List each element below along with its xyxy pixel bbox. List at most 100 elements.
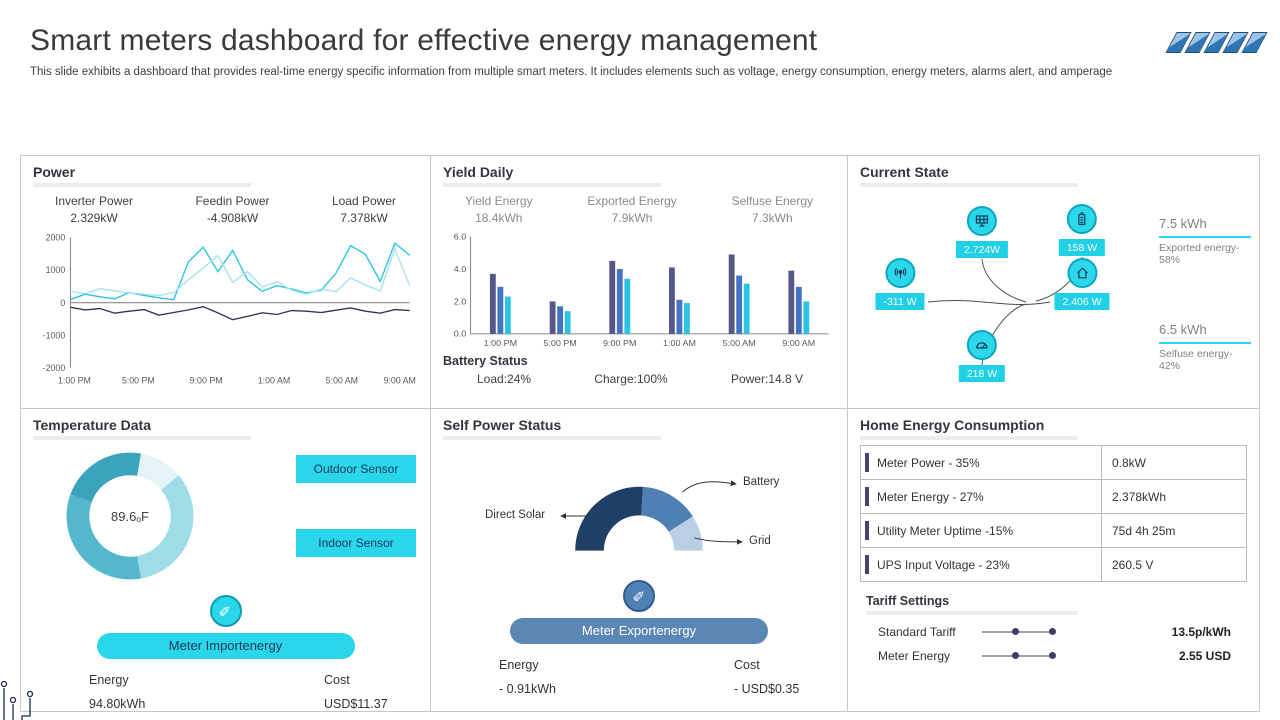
slider-value: 13.5p/kWh	[1171, 625, 1231, 639]
row-value: 75d 4h 25m	[1101, 513, 1247, 548]
cost-stat: Cost USD$11.37	[324, 673, 424, 711]
svg-text:5:00 PM: 5:00 PM	[543, 339, 576, 348]
cyan-underline	[1159, 236, 1251, 238]
svg-text:0: 0	[60, 298, 65, 308]
cyan-underline	[1159, 342, 1251, 344]
metric-label: Load Power	[331, 194, 396, 208]
metric-feedin-power: Feedin Power -4.908kW	[195, 194, 269, 225]
title-underline	[860, 183, 1078, 187]
label-grid: Grid	[749, 535, 771, 547]
temperature-gauge[interactable]: 89.6 o F	[59, 445, 201, 587]
consumption-table: Meter Power - 35% 0.8kW Meter Energy - 2…	[860, 445, 1247, 582]
row-label: Utility Meter Uptime -15%	[860, 513, 1102, 548]
metric-value: 6.5 kWh	[1159, 322, 1207, 337]
circuit-decoration	[0, 680, 34, 720]
row-label: Meter Power - 35%	[860, 445, 1102, 480]
svg-text:5:00 AM: 5:00 AM	[723, 339, 756, 348]
svg-text:1:00 PM: 1:00 PM	[484, 339, 517, 348]
current-state-body: 2.724W 158 W -311 W	[860, 192, 1251, 397]
gauge-unit: F	[141, 508, 149, 524]
panel-power-title: Power	[33, 164, 76, 180]
panel-self-power: Self Power Status Direct Solar Battery G…	[431, 409, 848, 711]
svg-text:-1000: -1000	[43, 331, 66, 341]
battery-power: Power:14.8 V	[730, 372, 803, 386]
metric-label: Selfuse energy-42%	[1159, 348, 1233, 372]
battery-icon	[1066, 204, 1097, 234]
energy-stat: Energy - 0.91kWh	[499, 658, 734, 696]
title-underline	[443, 436, 661, 440]
self-power-donut	[575, 486, 703, 552]
node-value: 2.724W	[955, 241, 1009, 258]
svg-text:0.0: 0.0	[454, 329, 467, 338]
power-metrics: Inverter Power 2.329kW Feedin Power -4.9…	[33, 192, 418, 229]
yield-bar-chart[interactable]: 0.0 2.0 4.0 6.0 1:00 PM 5:00 PM 9:00 PM 1:00 AM…	[443, 229, 835, 351]
dashboard-grid: Power Inverter Power 2.329kW Feedin Powe…	[20, 155, 1260, 712]
meter-exportenergy-button[interactable]: Meter Exportenergy	[510, 618, 768, 644]
callout-arrows	[560, 480, 743, 545]
svg-text:9:00 AM: 9:00 AM	[782, 339, 815, 348]
panel-consumption-title: Home Energy Consumption	[860, 417, 1045, 433]
edit-meter-button[interactable]: ✎	[209, 595, 242, 627]
metric-inverter-power: Inverter Power 2.329kW	[55, 194, 133, 225]
metric-label: Feedin Power	[195, 194, 270, 208]
svg-text:9:00 PM: 9:00 PM	[603, 339, 636, 348]
current-state-diagram[interactable]: 2.724W 158 W -311 W	[860, 192, 1155, 397]
panel-consumption: Home Energy Consumption Meter Power - 35…	[848, 409, 1259, 711]
metric-load-power: Load Power 7.378kW	[332, 194, 396, 225]
tariff-settings-title: Tariff Settings	[866, 594, 950, 608]
metric-value: 2.329kW	[70, 211, 118, 225]
svg-text:1:00 AM: 1:00 AM	[258, 376, 290, 386]
edit-meter-button[interactable]: ✎	[623, 580, 655, 612]
node-value: 158 W	[1058, 239, 1106, 256]
node-value: 218 W	[958, 365, 1006, 382]
slider-value: 2.55 USD	[1178, 649, 1231, 663]
title-underline	[860, 436, 1078, 440]
node-grid: -311 W	[875, 258, 925, 310]
svg-text:-2000: -2000	[43, 363, 66, 373]
power-line-chart[interactable]: 2000 1000 0 -1000 -2000 1:00 PM 5:00 PM 9:00 PM…	[33, 229, 418, 391]
outdoor-sensor-button[interactable]: Outdoor Sensor	[296, 455, 416, 483]
standard-tariff-slider-row: Standard Tariff 13.5p/kWh	[860, 625, 1247, 639]
battery-charge: Charge:100%	[594, 372, 668, 386]
current-state-side-metrics: 7.5 kWh Exported energy-58% 6.5 kWh Self…	[1155, 192, 1251, 397]
self-power-chart[interactable]: Direct Solar Battery Grid	[443, 446, 835, 576]
metric-value: 7.5 kWh	[1159, 216, 1207, 231]
node-battery: 158 W	[1058, 204, 1106, 256]
svg-text:2000: 2000	[46, 232, 66, 242]
indoor-sensor-button[interactable]: Indoor Sensor	[296, 529, 416, 557]
page-subtitle: This slide exhibits a dashboard that pro…	[30, 66, 1113, 78]
svg-text:5:00 AM: 5:00 AM	[326, 376, 358, 386]
self-power-stats: Energy - 0.91kWh Cost - USD$0.35	[443, 658, 835, 696]
node-solar: 2.724W	[955, 206, 1009, 258]
svg-text:5:00 PM: 5:00 PM	[122, 376, 155, 386]
svg-text:1:00 AM: 1:00 AM	[663, 339, 696, 348]
svg-text:4.0: 4.0	[454, 264, 467, 273]
stat-label: Energy	[499, 658, 539, 672]
metric-value: 18.4kWh	[475, 211, 523, 225]
metric-value: 7.9kWh	[611, 211, 653, 225]
metric-label: Selfuse Energy	[731, 194, 813, 208]
node-value: 2.406 W	[1054, 293, 1110, 310]
slider-label: Standard Tariff	[878, 625, 956, 639]
gauge-reading: 89.6 o F	[59, 445, 201, 587]
row-value: 2.378kWh	[1101, 479, 1247, 514]
meter-icon	[966, 330, 997, 360]
standard-tariff-slider[interactable]	[982, 628, 1056, 635]
stat-label: Cost	[734, 658, 760, 672]
meter-importenergy-button[interactable]: Meter Importenergy	[96, 633, 355, 659]
table-row: Meter Energy - 27% 2.378kWh	[860, 479, 1247, 514]
metric-value: 7.378kW	[340, 211, 388, 225]
temperature-stats: Energy 94.80kWh Cost USD$11.37	[33, 673, 418, 711]
stat-value: - 0.91kWh	[499, 682, 556, 696]
panel-self-power-title: Self Power Status	[443, 417, 562, 433]
meter-energy-slider-row: Meter Energy 2.55 USD	[860, 649, 1247, 663]
yield-metrics: Yield Energy 18.4kWh Exported Energy 7.9…	[443, 192, 835, 229]
gauge-ring	[66, 452, 194, 580]
title-underline	[33, 436, 251, 440]
temperature-body: 89.6 o F Outdoor Sensor Indoor Sensor	[33, 445, 418, 591]
label-battery: Battery	[743, 476, 780, 488]
meter-energy-slider[interactable]	[982, 652, 1056, 659]
metric-value: -4.908kW	[206, 211, 259, 225]
stat-value: USD$11.37	[324, 697, 388, 711]
panel-temperature: Temperature Data 89.6 o F Outdoor Sensor I…	[21, 409, 431, 711]
